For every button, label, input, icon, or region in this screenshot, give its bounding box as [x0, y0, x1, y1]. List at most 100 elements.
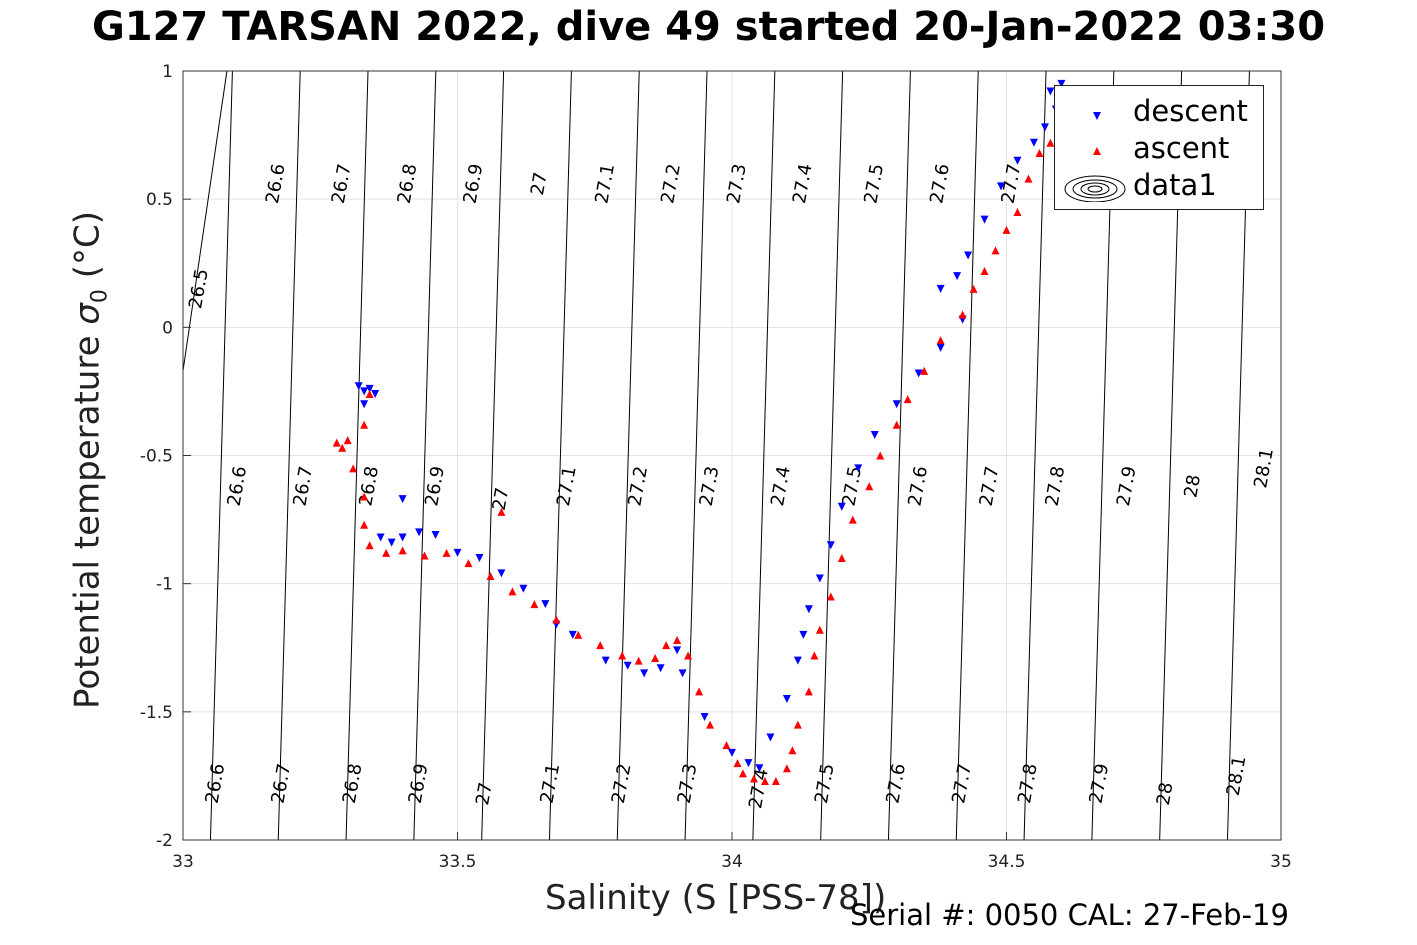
y-ticks: -2 -1.5 -1 -0.5 0 0.5 1	[140, 62, 191, 851]
ascent-point	[1024, 174, 1033, 183]
descent-point	[936, 284, 945, 293]
ascent-point	[722, 741, 731, 750]
descent-point	[728, 748, 736, 757]
contour-line	[481, 70, 505, 841]
ascent-point	[338, 443, 347, 452]
contour-label: 26.6	[224, 465, 252, 508]
descent-point	[453, 548, 462, 557]
ascent-point	[343, 436, 352, 445]
contour-label: 27.5	[811, 762, 839, 805]
ascent-point	[706, 720, 715, 729]
contour-label: 26.8	[355, 465, 383, 508]
descent-point	[398, 495, 407, 504]
y-axis-label: Potential temperature σ0 (°C)	[68, 211, 113, 709]
contour-label: 27	[472, 781, 497, 807]
contour-label: 27.4	[767, 465, 795, 508]
descent-point	[870, 430, 879, 439]
ascent-point	[360, 520, 369, 529]
ascent-point	[771, 777, 780, 786]
descent-point	[1046, 87, 1055, 96]
ascent-point	[420, 551, 429, 560]
descent-point	[568, 630, 577, 639]
descent-point	[398, 533, 407, 542]
descent-point	[678, 669, 687, 678]
descent-point	[656, 664, 665, 673]
ascent-point	[738, 769, 747, 778]
descent-point	[936, 343, 945, 352]
contour-label: 28.1	[1250, 447, 1278, 490]
descent-point	[1013, 156, 1022, 165]
y-axis-label-sigma: σ	[67, 303, 108, 325]
contour-label: 27.2	[624, 465, 652, 508]
ascent-point	[574, 630, 583, 639]
ascent-point	[684, 651, 693, 660]
legend-item-ascent: ascent	[1063, 131, 1263, 167]
contour-label: 27.3	[674, 762, 702, 805]
ascent-point	[848, 515, 857, 524]
ascent-point	[733, 759, 742, 768]
descent-point	[601, 656, 610, 665]
y-tick-label: 0	[162, 318, 173, 338]
y-tick-label: -0.5	[140, 447, 173, 467]
descent-point	[892, 400, 901, 409]
ascent-point	[695, 687, 704, 696]
ascent-point	[903, 395, 912, 404]
descent-point	[360, 387, 369, 396]
descent-point	[755, 764, 764, 773]
serial-cal-footer: Serial #: 0050 CAL: 27-Feb-19	[850, 898, 1289, 932]
contour-label: 27.1	[553, 465, 581, 508]
contour-line	[548, 70, 572, 841]
ascent-point	[958, 310, 967, 319]
descent-point	[914, 369, 923, 378]
contour-label: 27	[527, 171, 552, 197]
descent-point	[1029, 138, 1038, 147]
legend-label-descent: descent	[1133, 94, 1248, 128]
contour-line	[413, 70, 437, 841]
ascent-point	[760, 777, 769, 786]
triangle-down-icon	[1093, 112, 1101, 120]
ascent-point	[782, 764, 791, 773]
descent-point	[766, 733, 775, 742]
ascent-point	[876, 451, 885, 460]
ascent-point	[442, 548, 451, 557]
legend: descent ascent data1	[1054, 85, 1264, 210]
descent-point	[519, 584, 528, 593]
contour-label: 27.7	[976, 465, 1004, 508]
contour-label: 26.8	[339, 762, 367, 805]
ascent-point	[382, 548, 391, 557]
contour-label: 26.5	[185, 267, 213, 310]
contour-icon	[1064, 175, 1126, 202]
x-tick-label: 34.5	[988, 852, 1026, 872]
legend-item-descent: descent	[1063, 94, 1263, 130]
descent-point	[854, 464, 863, 473]
legend-label-ascent: ascent	[1133, 131, 1230, 165]
ascent-point	[365, 389, 374, 398]
contour-label: 28	[1180, 473, 1205, 499]
ascent-point	[673, 636, 682, 645]
ascent-point	[1013, 207, 1022, 216]
ascent-point	[793, 720, 802, 729]
y-tick-label: -2	[156, 831, 173, 851]
contour-line	[1023, 70, 1047, 841]
ascent-point	[810, 651, 819, 660]
y-tick-label: -1.5	[140, 703, 173, 723]
descent-point	[673, 646, 682, 655]
descent-point	[497, 569, 506, 578]
descent-point	[354, 382, 363, 391]
contour-line	[209, 70, 233, 841]
descent-point	[799, 630, 808, 639]
ascent-point	[1046, 138, 1055, 147]
ascent-point	[552, 615, 561, 624]
ascent-point	[596, 641, 605, 650]
contour-label: 26.9	[421, 465, 449, 508]
ascent-point	[651, 654, 660, 663]
triangle-up-icon	[1093, 147, 1101, 155]
ascent-point	[464, 559, 473, 568]
ascent-point	[804, 687, 813, 696]
x-tick-label: 34	[721, 852, 743, 872]
ascent-point	[618, 651, 627, 660]
ascent-point	[749, 774, 758, 783]
contour-label: 27.5	[838, 465, 866, 508]
ascent-point	[991, 246, 1000, 255]
